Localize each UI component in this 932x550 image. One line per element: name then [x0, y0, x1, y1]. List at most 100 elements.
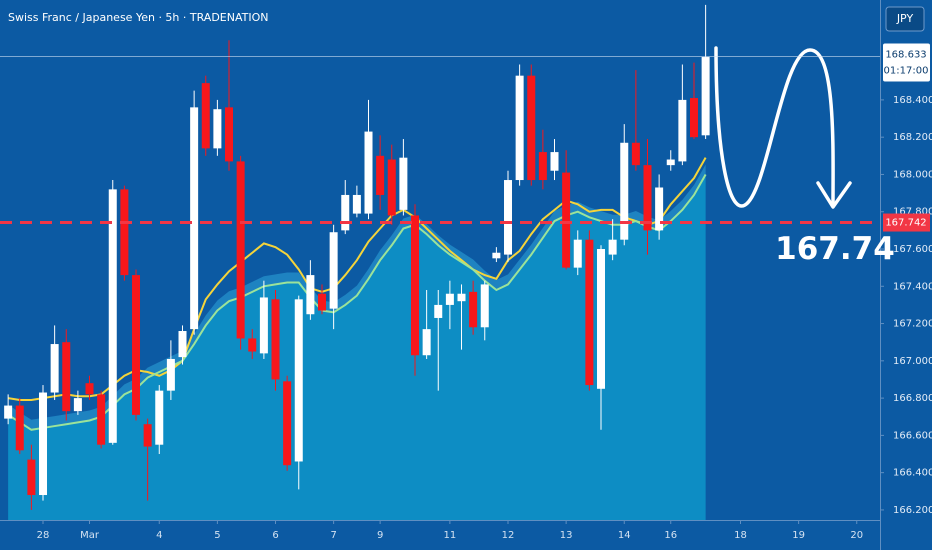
- x-tick-label: 7: [330, 530, 336, 541]
- x-tick-label: 18: [734, 530, 747, 541]
- candle-body: [445, 293, 454, 305]
- y-tick-label: 166.600: [893, 430, 932, 441]
- countdown: 01:17:00: [884, 65, 929, 76]
- x-tick-label: 11: [444, 530, 457, 541]
- candle-body: [62, 342, 71, 412]
- x-tick-label: 12: [502, 530, 515, 541]
- candle-body: [132, 275, 141, 415]
- last-price-label: 168.633: [885, 49, 926, 60]
- y-tick-label: 166.200: [893, 505, 932, 516]
- candle-body: [155, 390, 164, 445]
- candle-body: [27, 459, 36, 496]
- y-tick-label: 168.400: [893, 95, 932, 106]
- currency-button[interactable]: [885, 6, 925, 32]
- plot-area: [4, 4, 710, 521]
- candle-body: [294, 299, 303, 462]
- x-tick-label: 6: [272, 530, 278, 541]
- candle-body: [399, 157, 408, 210]
- candle-body: [422, 329, 431, 356]
- candle-body: [643, 165, 652, 231]
- candle-body: [108, 189, 117, 443]
- candle-body: [318, 293, 327, 311]
- candle-body: [469, 291, 478, 328]
- candle-body: [271, 299, 280, 380]
- candle-body: [527, 75, 536, 181]
- moving-average: [7, 173, 707, 431]
- candle-body: [597, 249, 606, 389]
- y-tick-label: 166.400: [893, 468, 932, 479]
- candle-body: [213, 109, 222, 149]
- candle-body: [492, 252, 501, 259]
- candle-body: [480, 284, 489, 328]
- candle-body: [120, 189, 129, 276]
- candle-body: [73, 398, 82, 412]
- y-tick-label: 167.600: [893, 244, 932, 255]
- candle-body: [4, 405, 13, 419]
- x-tick-label: 13: [560, 530, 573, 541]
- candle-body: [666, 159, 675, 166]
- candle-body: [364, 131, 373, 214]
- currency-button-label[interactable]: JPY: [896, 12, 914, 25]
- candle-body: [352, 194, 361, 214]
- candle-body: [39, 392, 48, 496]
- candle-body: [143, 424, 152, 447]
- ma-area: [8, 174, 706, 521]
- candle-body: [457, 293, 466, 302]
- candle-body: [341, 194, 350, 231]
- y-tick-label: 167.000: [893, 356, 932, 367]
- x-tick-label: Mar: [80, 530, 100, 541]
- candle-body: [15, 405, 24, 451]
- candle-body: [504, 180, 513, 255]
- candle-body: [608, 239, 617, 255]
- candle-body: [550, 152, 559, 171]
- candle-body: [387, 159, 396, 216]
- candle-body: [329, 232, 338, 309]
- y-tick-label: 167.800: [893, 207, 932, 218]
- level-label-box: [883, 213, 930, 232]
- candle-body: [678, 99, 687, 162]
- x-tick-label: 5: [214, 530, 220, 541]
- candle-body: [585, 239, 594, 386]
- level-label: 167.742: [885, 218, 926, 229]
- candle-body: [97, 394, 106, 445]
- candle-body: [259, 297, 268, 354]
- y-tick-label: 167.200: [893, 319, 932, 330]
- candle-body: [515, 75, 524, 181]
- y-tick-label: 168.200: [893, 132, 932, 143]
- x-tick-label: 20: [850, 530, 863, 541]
- candle-body: [434, 304, 443, 318]
- y-tick-label: 168.000: [893, 169, 932, 180]
- candle-body: [562, 172, 571, 268]
- x-tick-label: 14: [618, 530, 631, 541]
- candle-body: [538, 152, 547, 181]
- x-tick-label: 4: [156, 530, 162, 541]
- candle-body: [701, 57, 710, 136]
- x-tick-label: 9: [377, 530, 383, 541]
- candle-body: [225, 107, 234, 162]
- candle-body: [190, 107, 199, 330]
- candle-body: [306, 275, 315, 315]
- candle-body: [573, 239, 582, 268]
- candle-body: [411, 215, 420, 356]
- candle-body: [620, 142, 629, 240]
- candle-body: [690, 98, 699, 138]
- candle-body: [50, 344, 59, 393]
- candle-body: [376, 155, 385, 195]
- candle-body: [248, 338, 257, 352]
- candle-body: [655, 187, 664, 231]
- candle-body: [166, 358, 175, 391]
- last-price-box: [883, 43, 930, 82]
- y-tick-label: 167.400: [893, 281, 932, 292]
- y-tick-label: 166.800: [893, 393, 932, 404]
- x-tick-label: 16: [664, 530, 677, 541]
- chart-title: Swiss Franc / Japanese Yen · 5h · TRADEN…: [8, 11, 269, 24]
- candle-body: [236, 161, 245, 339]
- moving-average: [7, 157, 707, 401]
- candle-body: [283, 381, 292, 466]
- candle-body: [201, 83, 210, 149]
- x-tick-label: 19: [792, 530, 805, 541]
- forecast-arrow: [714, 46, 835, 208]
- x-tick-label: 28: [37, 530, 50, 541]
- level-annotation: 167.74: [775, 231, 895, 267]
